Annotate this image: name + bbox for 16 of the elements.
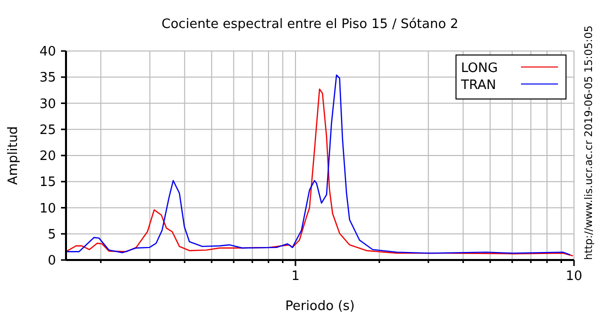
y-tick-label: 25 [39, 122, 56, 138]
y-tick-label: 10 [39, 201, 56, 216]
x-tick-label: 1 [291, 269, 300, 284]
y-tick-label: 20 [39, 149, 56, 164]
text: http://www.lis.ucr.ac.cr 2019-06-05 15:05:05 [583, 25, 595, 260]
legend-label: TRAN [460, 78, 496, 93]
y-axis-title: Amplitud [6, 126, 21, 185]
y-tick-label: 35 [39, 70, 56, 86]
y-tick-label: 15 [39, 175, 56, 190]
y-tick-label: 5 [48, 227, 56, 242]
y-tick-label: 0 [48, 254, 56, 268]
y-tick-label: 40 [39, 44, 56, 60]
chart-title: Cociente espectral entre el Piso 15 / Sótano 2 [162, 17, 458, 32]
y-tick-label: 30 [39, 96, 56, 112]
legend-label: LONG [461, 61, 498, 76]
x-axis-title: Periodo (s) [285, 299, 355, 314]
